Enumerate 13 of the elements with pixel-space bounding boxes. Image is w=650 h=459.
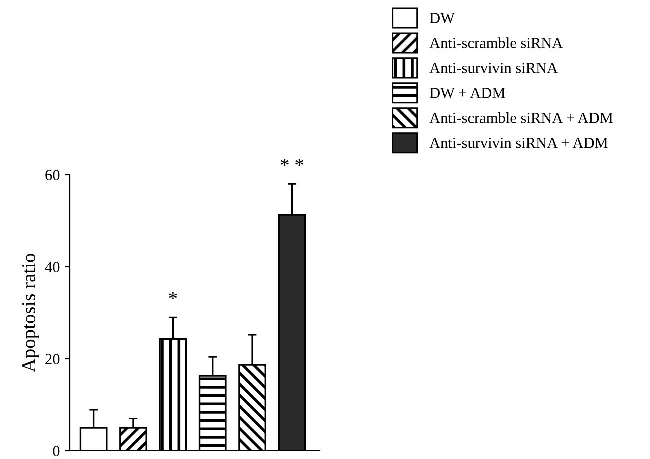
- legend-label: DW + ADM: [430, 88, 506, 98]
- legend-label: DW: [430, 13, 455, 24]
- data-label: *: [169, 292, 178, 300]
- legend-label: Anti-survivin siRNA: [430, 63, 558, 74]
- legend-label: Anti-survivin siRNA + ADM: [430, 138, 608, 148]
- y-axis-title: Apoptosis ratio: [22, 254, 40, 372]
- y-tick-label: 60: [46, 170, 60, 180]
- y-tick-label: 40: [45, 262, 60, 272]
- legend-label: Anti-scramble siRNA: [430, 38, 564, 48]
- y-tick-label: 20: [46, 354, 60, 364]
- data-label: * *: [281, 158, 304, 166]
- y-tick-label: 0: [53, 446, 60, 456]
- legend-label: Anti-scramble siRNA + ADM: [430, 112, 613, 124]
